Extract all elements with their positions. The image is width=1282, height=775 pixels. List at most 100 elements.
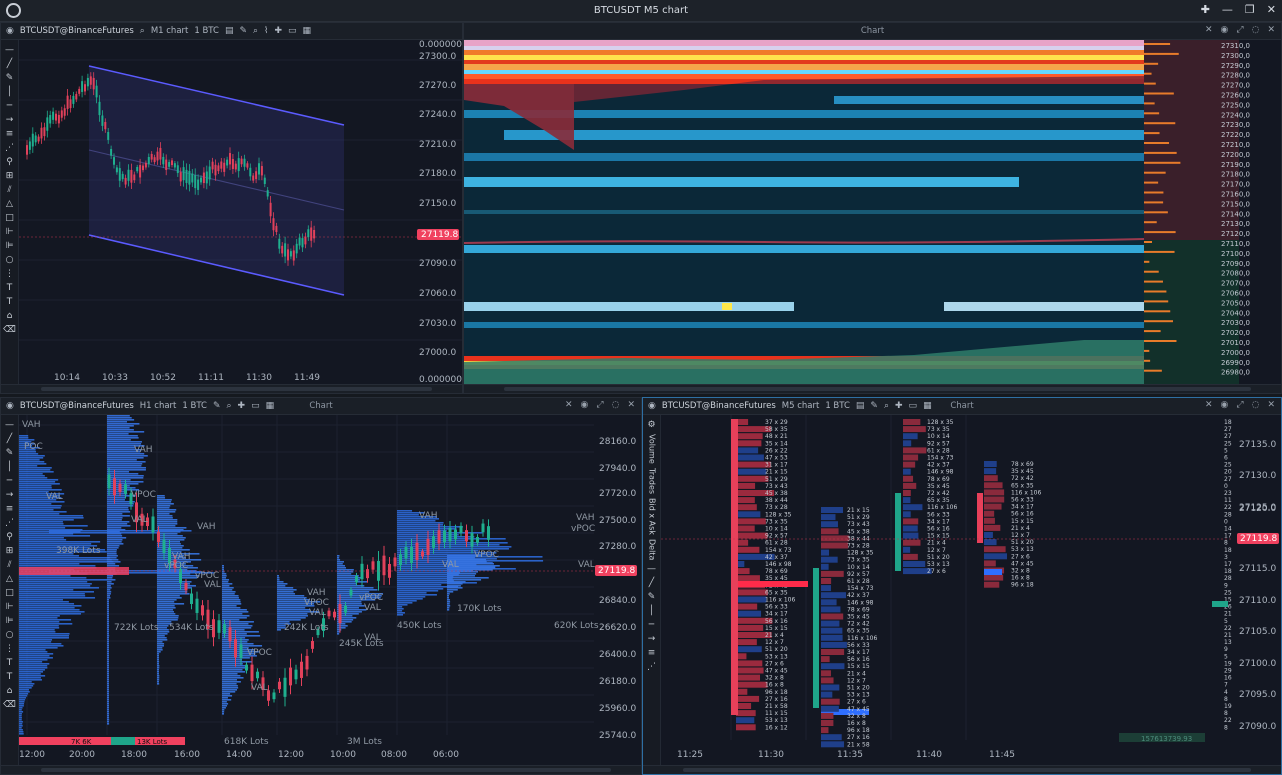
volume-selector[interactable]: 1 BTC (825, 401, 850, 411)
panel-menu-icon[interactable]: ◉ (648, 401, 656, 411)
pin-icon[interactable]: ✕ (1204, 25, 1213, 35)
template-icon[interactable]: ▭ (251, 401, 260, 411)
volume-selector[interactable]: 1 BTC (182, 401, 207, 411)
ruler-icon[interactable]: ⊞ (5, 171, 14, 181)
horizontal-line-icon[interactable]: ─ (6, 101, 13, 111)
add-panel-button[interactable]: ✚ (1200, 3, 1210, 16)
horizontal-line-icon[interactable]: ─ (6, 476, 13, 486)
settings-icon[interactable]: ◌ (1251, 25, 1260, 35)
arrow-tool-icon[interactable]: → (5, 490, 14, 500)
ruler-icon[interactable]: ⊞ (5, 546, 14, 556)
zoom-icon[interactable]: ⌕ (253, 26, 259, 36)
price-scale[interactable]: 28160.0 27940.0 27720.0 27500.0 27280.0 27119… (595, 437, 637, 741)
arrow-tool-icon[interactable]: → (647, 634, 656, 645)
close-panel-icon[interactable]: ✕ (1267, 400, 1275, 410)
horizontal-scrollbar[interactable] (1, 765, 641, 774)
tag-tool-icon[interactable]: ⌂ (6, 311, 13, 321)
search-icon[interactable]: ⌕ (139, 26, 145, 36)
circle-tool-icon[interactable]: ○ (5, 255, 14, 265)
m1-candle-chart[interactable]: 10:14 10:33 10:52 11:11 11:30 11:49 (19, 40, 463, 385)
crosshair-icon[interactable]: ✚ (237, 401, 246, 411)
minimize-button[interactable]: — (1221, 3, 1233, 16)
profile-tool-icon[interactable]: ⊩ (5, 602, 14, 612)
template-icon[interactable]: ▭ (908, 401, 918, 411)
expand-icon[interactable]: ⤢ (1236, 400, 1244, 410)
text-label-icon[interactable]: T (6, 658, 13, 668)
pencil-tool-icon[interactable]: ✎ (5, 448, 14, 458)
chart-type-icon[interactable]: ▤ (855, 401, 865, 411)
layout-icon[interactable]: ▦ (265, 401, 275, 411)
price-channel[interactable] (89, 66, 344, 295)
text-tool-icon[interactable]: T (6, 672, 13, 682)
fan-tool-icon[interactable]: ⫽ (7, 560, 12, 570)
dots-icon[interactable]: ⋮ (5, 269, 14, 279)
ray-tool-icon[interactable]: ╱ (6, 59, 13, 69)
settings-gear-icon[interactable]: ⚙ (647, 420, 656, 430)
fib-tool-icon[interactable]: ⋰ (647, 662, 656, 673)
pin-icon[interactable]: ✕ (564, 400, 573, 410)
channel-bottom-line[interactable] (88, 234, 345, 296)
vertical-line-icon[interactable]: │ (6, 462, 13, 472)
eraser-icon[interactable]: ⌫ (3, 700, 16, 710)
draw-tool-icon[interactable]: ✎ (212, 401, 221, 411)
horizontal-line-icon[interactable]: ─ (648, 620, 655, 631)
pin-icon[interactable]: ✕ (1204, 400, 1213, 410)
ray-tool-icon[interactable]: ╱ (6, 434, 13, 444)
settings-icon[interactable]: ◌ (1251, 400, 1260, 410)
rectangle-tool-icon[interactable]: □ (5, 213, 14, 223)
time-scale[interactable]: 11:25 11:30 11:35 11:40 11:45 (677, 750, 1015, 760)
panel-menu-icon[interactable]: ◉ (6, 26, 14, 36)
layout-icon[interactable]: ▦ (302, 26, 312, 36)
timeframe-selector[interactable]: M5 chart (781, 401, 820, 411)
triangle-tool-icon[interactable]: △ (6, 199, 13, 209)
time-scale[interactable]: 12:00 20:00 18:00 16:00 14:00 12:00 10:00 08:00… (19, 750, 459, 760)
screenshot-icon[interactable]: ◉ (1220, 400, 1229, 410)
cluster-tool-icon[interactable]: ⊫ (5, 616, 14, 626)
cluster-tool-icon[interactable]: ⊫ (5, 241, 14, 251)
ray-tool-icon[interactable]: ╱ (648, 578, 655, 589)
symbol-selector[interactable]: BTCUSDT@BinanceFutures (661, 401, 776, 411)
indicators-icon[interactable]: ⌇ (264, 26, 269, 36)
fib-tool-icon[interactable]: ⋰ (5, 518, 14, 528)
arrow-tool-icon[interactable]: → (5, 115, 14, 125)
rectangle-tool-icon[interactable]: □ (5, 588, 14, 598)
horizontal-scrollbar[interactable] (1, 384, 462, 393)
line-tool-icon[interactable]: — (5, 420, 14, 430)
side-tab-volume[interactable]: Volume (647, 434, 657, 464)
vertical-line-icon[interactable]: │ (648, 606, 655, 617)
triangle-tool-icon[interactable]: △ (6, 574, 13, 584)
symbol-selector[interactable]: BTCUSDT@BinanceFutures (19, 26, 134, 36)
zoom-icon[interactable]: ⌕ (883, 401, 889, 411)
channel-tool-icon[interactable]: ≡ (647, 648, 656, 659)
screenshot-icon[interactable]: ◉ (580, 400, 589, 410)
eraser-icon[interactable]: ⌫ (3, 325, 16, 335)
profile-tool-icon[interactable]: ⊩ (5, 227, 14, 237)
side-tab-bid-ask[interactable]: Bid x Ask (647, 497, 657, 535)
screenshot-icon[interactable]: ◉ (1220, 25, 1229, 35)
panel-menu-icon[interactable]: ◉ (6, 401, 14, 411)
heatmap-chart[interactable]: 27310,0 27300,0 27290,0 27280,0 27270,0 27260… (464, 40, 1282, 385)
horizontal-scrollbar[interactable] (643, 765, 1281, 774)
magnet-icon[interactable]: ⚲ (6, 532, 13, 542)
channel-top-line[interactable] (88, 65, 345, 126)
timeframe-selector[interactable]: H1 chart (139, 401, 177, 411)
crosshair-icon[interactable]: ✚ (274, 26, 282, 36)
horizontal-scrollbar[interactable] (464, 384, 1281, 393)
magnet-icon[interactable]: ⚲ (6, 157, 13, 167)
timeframe-selector[interactable]: M1 chart (150, 26, 189, 36)
template-icon[interactable]: ▭ (288, 26, 297, 36)
pencil-tool-icon[interactable]: ✎ (647, 592, 656, 603)
channel-tool-icon[interactable]: ≡ (5, 504, 14, 514)
heatmap-price-scale[interactable]: 0.000000 27300.0 27270.0 27240.0 27210.0 2718… (415, 39, 463, 384)
side-tab-trades[interactable]: Trades (647, 467, 657, 494)
text-label-icon[interactable]: T (6, 283, 13, 293)
close-panel-icon[interactable]: ✕ (1267, 25, 1275, 35)
vertical-line-icon[interactable]: │ (6, 87, 13, 97)
symbol-selector[interactable]: BTCUSDT@BinanceFutures (19, 401, 134, 411)
draw-tool-icon[interactable]: ✎ (239, 26, 247, 36)
settings-icon[interactable]: ◌ (611, 400, 620, 410)
maximize-button[interactable]: ❐ (1244, 3, 1255, 16)
line-tool-icon[interactable]: — (647, 564, 656, 575)
